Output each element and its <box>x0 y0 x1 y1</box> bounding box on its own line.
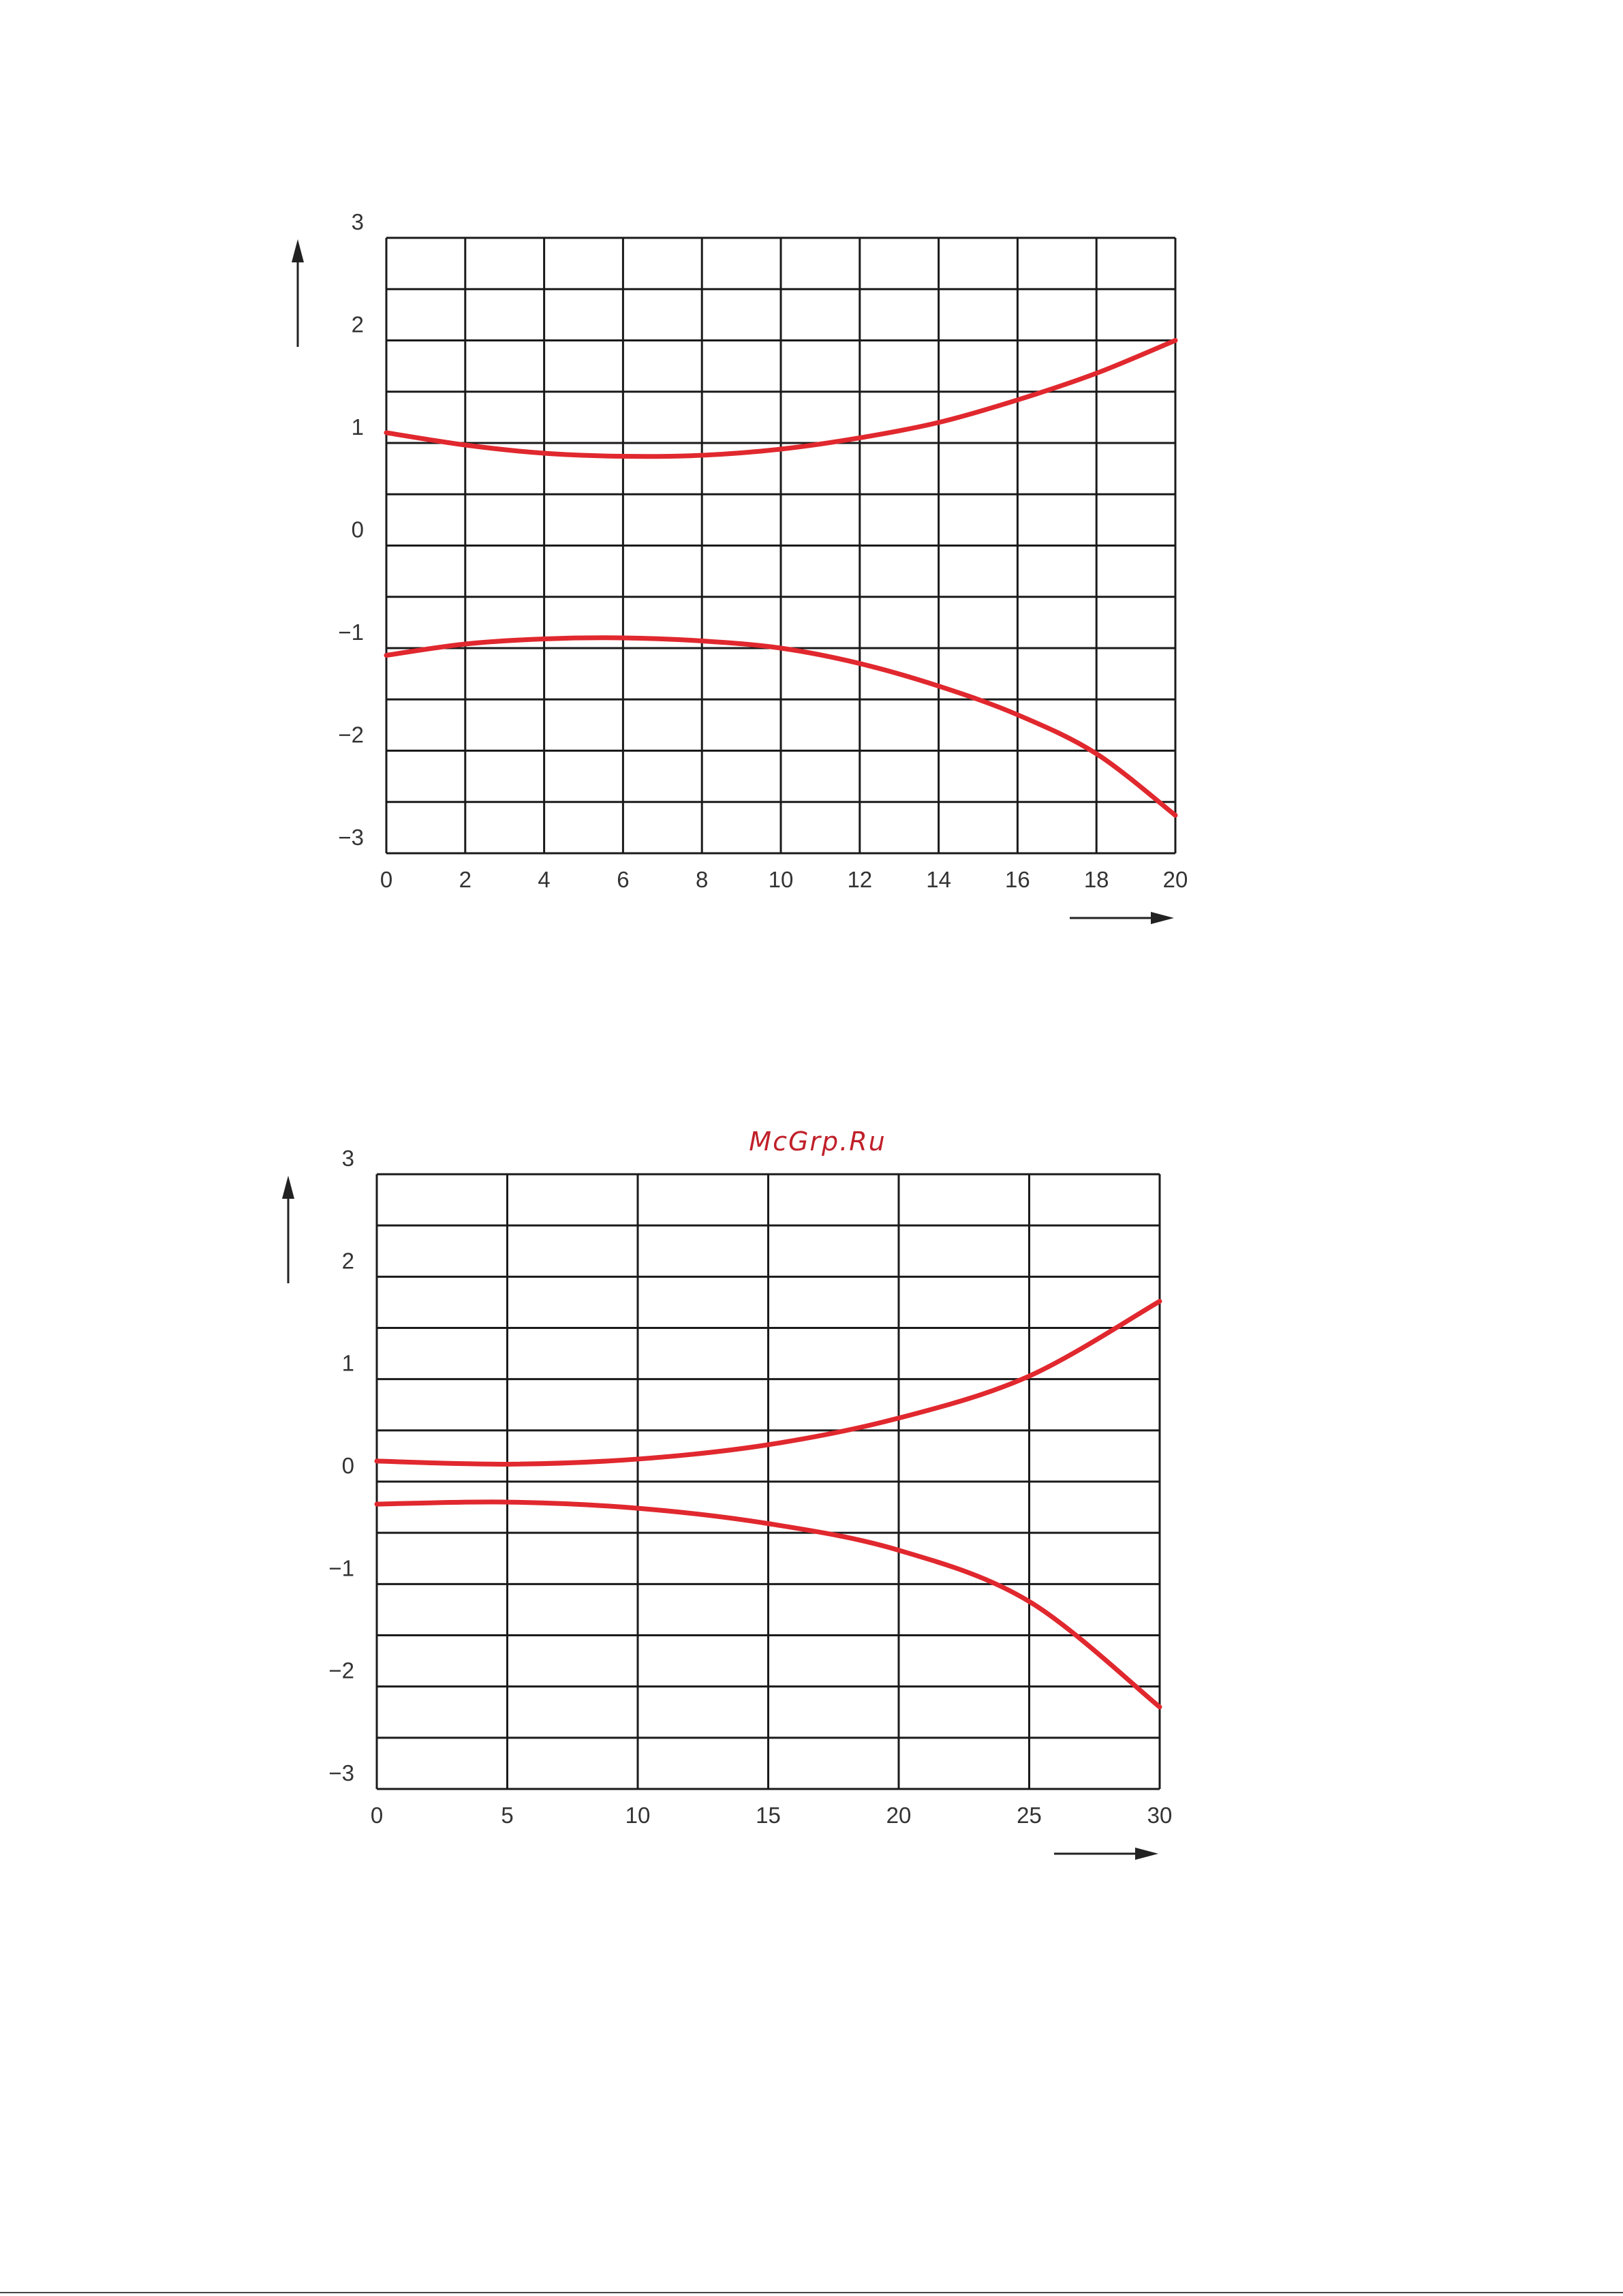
series-curve-upper <box>384 338 1178 459</box>
y-tick-label: −3 <box>338 825 364 850</box>
y-tick-label: −1 <box>338 619 364 645</box>
y-tick-label: 1 <box>352 414 364 440</box>
x-tick-label: 10 <box>625 1803 651 1828</box>
series-curve-lower <box>374 1499 1162 1710</box>
x-tick-label: 0 <box>371 1803 383 1828</box>
watermark-text: McGrp.Ru <box>749 1127 886 1157</box>
y-tick-label: 0 <box>352 517 364 542</box>
x-tick-label: 18 <box>1084 867 1109 892</box>
x-tick-label: 0 <box>380 867 392 892</box>
y-tick-label: 2 <box>352 312 364 337</box>
x-tick-label: 15 <box>756 1803 781 1828</box>
y-tick-label: −2 <box>338 722 364 748</box>
x-tick-label: 14 <box>926 867 951 892</box>
x-axis-arrow-head <box>1151 912 1174 924</box>
x-tick-label: 8 <box>696 867 708 892</box>
y-tick-label: 3 <box>352 209 364 234</box>
y-axis-arrow-head <box>282 1176 294 1199</box>
series-curve-upper <box>374 1298 1162 1467</box>
y-tick-label: −1 <box>328 1555 354 1580</box>
x-tick-label: 6 <box>617 867 629 892</box>
x-tick-label: 10 <box>769 867 794 892</box>
x-tick-label: 20 <box>1163 867 1188 892</box>
y-tick-label: 3 <box>342 1146 354 1171</box>
x-tick-label: 5 <box>501 1803 513 1828</box>
y-tick-label: 2 <box>342 1248 354 1273</box>
y-tick-label: 1 <box>342 1351 354 1376</box>
page-bottom-rule <box>0 2292 1623 2293</box>
x-tick-label: 2 <box>459 867 472 892</box>
y-tick-label: −3 <box>328 1760 354 1786</box>
y-tick-label: 0 <box>342 1453 354 1478</box>
x-axis-arrow-head <box>1135 1848 1158 1860</box>
x-tick-label: 20 <box>886 1803 912 1828</box>
y-axis-arrow-head <box>292 239 304 262</box>
y-tick-label: −2 <box>328 1658 354 1683</box>
series-curve-lower <box>384 635 1178 818</box>
x-tick-label: 16 <box>1005 867 1030 892</box>
x-tick-label: 4 <box>538 867 550 892</box>
x-tick-label: 25 <box>1017 1803 1042 1828</box>
x-tick-label: 12 <box>847 867 872 892</box>
x-tick-label: 30 <box>1147 1803 1173 1828</box>
